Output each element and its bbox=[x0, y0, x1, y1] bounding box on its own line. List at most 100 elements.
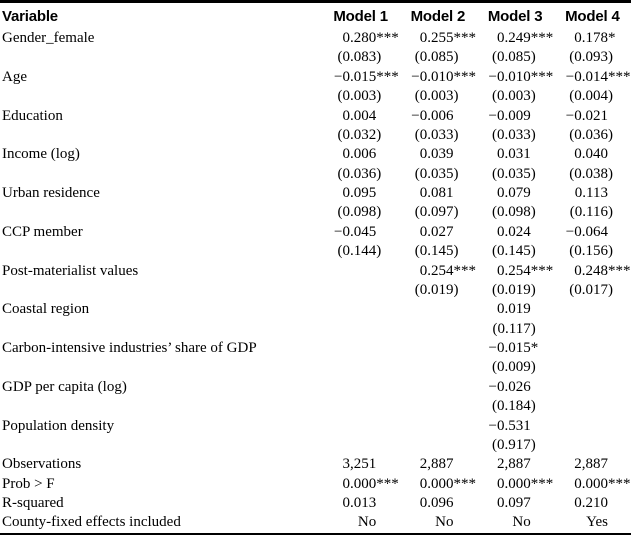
value-cell: −0.010 *** bbox=[399, 68, 476, 87]
header-variable: Variable bbox=[2, 7, 58, 25]
table-row-coefficient: Age −0.015 *** −0.010 *** −0.010 *** −0.014 *** bbox=[0, 68, 631, 87]
value-suffix: *** bbox=[608, 68, 631, 85]
value-cell: 0.006 bbox=[322, 145, 399, 164]
table-row-coefficient: Gender_female 0.280 *** 0.255 *** 0.249 *** 0.1… bbox=[0, 29, 631, 48]
value-suffix: ) bbox=[530, 243, 536, 260]
value-suffix bbox=[376, 417, 399, 436]
row-label: Education bbox=[2, 107, 63, 124]
row-label bbox=[0, 320, 322, 339]
value-cell: No bbox=[322, 513, 399, 532]
value-suffix: *** bbox=[530, 30, 554, 46]
row-label: Coastal region bbox=[2, 301, 90, 318]
table-row-coefficient: Urban residence 0.095 0.081 0.079 0.113 bbox=[0, 184, 631, 203]
table-row-stderr: (0.003) (0.003) (0.003) (0.004) bbox=[0, 87, 631, 106]
value-suffix: * bbox=[608, 30, 616, 46]
value-cell bbox=[322, 281, 399, 300]
value-cell: 0.000 *** bbox=[477, 475, 554, 494]
value-suffix bbox=[608, 107, 631, 126]
value-cell bbox=[399, 397, 476, 416]
value-suffix: ) bbox=[376, 165, 382, 182]
value-cell: 0.000 *** bbox=[554, 475, 631, 494]
value-cell: 0.254 *** bbox=[477, 262, 554, 281]
value-number bbox=[322, 339, 376, 358]
row-label bbox=[0, 126, 322, 145]
value-suffix bbox=[376, 223, 399, 242]
table-row-coefficient: GDP per capita (log) −0.026 bbox=[0, 378, 631, 397]
value-number: (0.917 bbox=[492, 436, 531, 453]
value-cell bbox=[322, 358, 399, 377]
value-cell: (0.009) bbox=[477, 358, 554, 377]
value-cell: (0.085) bbox=[477, 48, 554, 67]
value-number: (0.156 bbox=[569, 243, 608, 260]
value-number: (0.019 bbox=[414, 281, 454, 298]
value-cell: (0.097) bbox=[399, 203, 476, 222]
value-suffix bbox=[454, 339, 477, 358]
value-number bbox=[554, 378, 608, 397]
value-number: 0.024 bbox=[497, 223, 531, 240]
value-number bbox=[399, 397, 453, 416]
value-suffix bbox=[608, 300, 631, 319]
value-cell: (0.144) bbox=[322, 242, 399, 261]
value-number bbox=[322, 436, 376, 455]
row-label: Age bbox=[2, 68, 27, 85]
table-row-stderr: (0.184) bbox=[0, 397, 631, 416]
value-cell: 2,887 bbox=[554, 455, 631, 474]
value-number: −0.531 bbox=[488, 417, 531, 434]
value-number: (0.093 bbox=[569, 49, 608, 66]
value-cell: (0.098) bbox=[477, 203, 554, 222]
value-suffix: *** bbox=[530, 475, 554, 492]
value-suffix: ) bbox=[608, 165, 613, 182]
value-number bbox=[554, 436, 608, 455]
value-cell: 2,887 bbox=[477, 455, 554, 474]
value-number: (0.035 bbox=[414, 165, 454, 182]
value-suffix bbox=[376, 107, 399, 126]
value-number: 0.210 bbox=[574, 495, 608, 511]
value-suffix: ) bbox=[376, 49, 382, 66]
value-suffix: ) bbox=[608, 243, 613, 260]
value-suffix: ) bbox=[453, 49, 459, 66]
table-row-stderr: (0.036) (0.035) (0.035) (0.038) bbox=[0, 165, 631, 184]
table-body: Gender_female 0.280 *** 0.255 *** 0.249 *** 0.1… bbox=[0, 29, 631, 533]
value-suffix: ) bbox=[453, 204, 459, 221]
value-number: −0.010 bbox=[411, 68, 454, 85]
value-suffix: * bbox=[530, 340, 539, 356]
value-cell bbox=[554, 417, 631, 436]
value-suffix bbox=[608, 397, 631, 416]
value-cell: (0.017) bbox=[554, 281, 631, 300]
value-cell: (0.085) bbox=[399, 48, 476, 67]
value-number: (0.145 bbox=[414, 243, 454, 260]
value-number: 2,887 bbox=[497, 456, 531, 473]
row-label bbox=[0, 165, 322, 184]
value-cell: 2,887 bbox=[399, 455, 476, 474]
value-number: 0.255 bbox=[419, 30, 454, 46]
row-label bbox=[0, 242, 322, 261]
value-cell bbox=[322, 262, 399, 281]
value-number bbox=[399, 320, 453, 339]
value-number: No bbox=[435, 514, 454, 531]
value-number: −0.010 bbox=[488, 68, 531, 85]
row-label: GDP per capita (log) bbox=[2, 378, 127, 395]
value-suffix bbox=[454, 300, 477, 319]
value-suffix: ) bbox=[608, 204, 613, 221]
row-label bbox=[0, 358, 322, 377]
value-number: (0.116 bbox=[569, 204, 608, 221]
row-label: R-squared bbox=[2, 495, 64, 511]
value-cell: 0.004 bbox=[322, 107, 399, 126]
value-number: −0.014 bbox=[565, 68, 608, 85]
value-number: (0.036 bbox=[337, 165, 377, 182]
value-number: (0.003 bbox=[492, 88, 531, 105]
value-number bbox=[399, 300, 453, 319]
value-suffix bbox=[454, 223, 477, 242]
value-suffix: ) bbox=[376, 126, 382, 143]
value-number: 0.097 bbox=[497, 495, 531, 511]
value-cell: −0.015 *** bbox=[322, 68, 399, 87]
value-cell bbox=[399, 436, 476, 455]
value-cell bbox=[399, 300, 476, 319]
value-number: 0.081 bbox=[419, 185, 454, 201]
value-number bbox=[554, 397, 608, 416]
value-cell bbox=[322, 378, 399, 397]
table-row-stderr: (0.032) (0.033) (0.033) (0.036) bbox=[0, 126, 631, 145]
value-suffix: ) bbox=[530, 126, 536, 143]
table-row-stderr: (0.083) (0.085) (0.085) (0.093) bbox=[0, 48, 631, 67]
table-row-coefficient: Carbon-intensive industries’ share of GD… bbox=[0, 339, 631, 358]
